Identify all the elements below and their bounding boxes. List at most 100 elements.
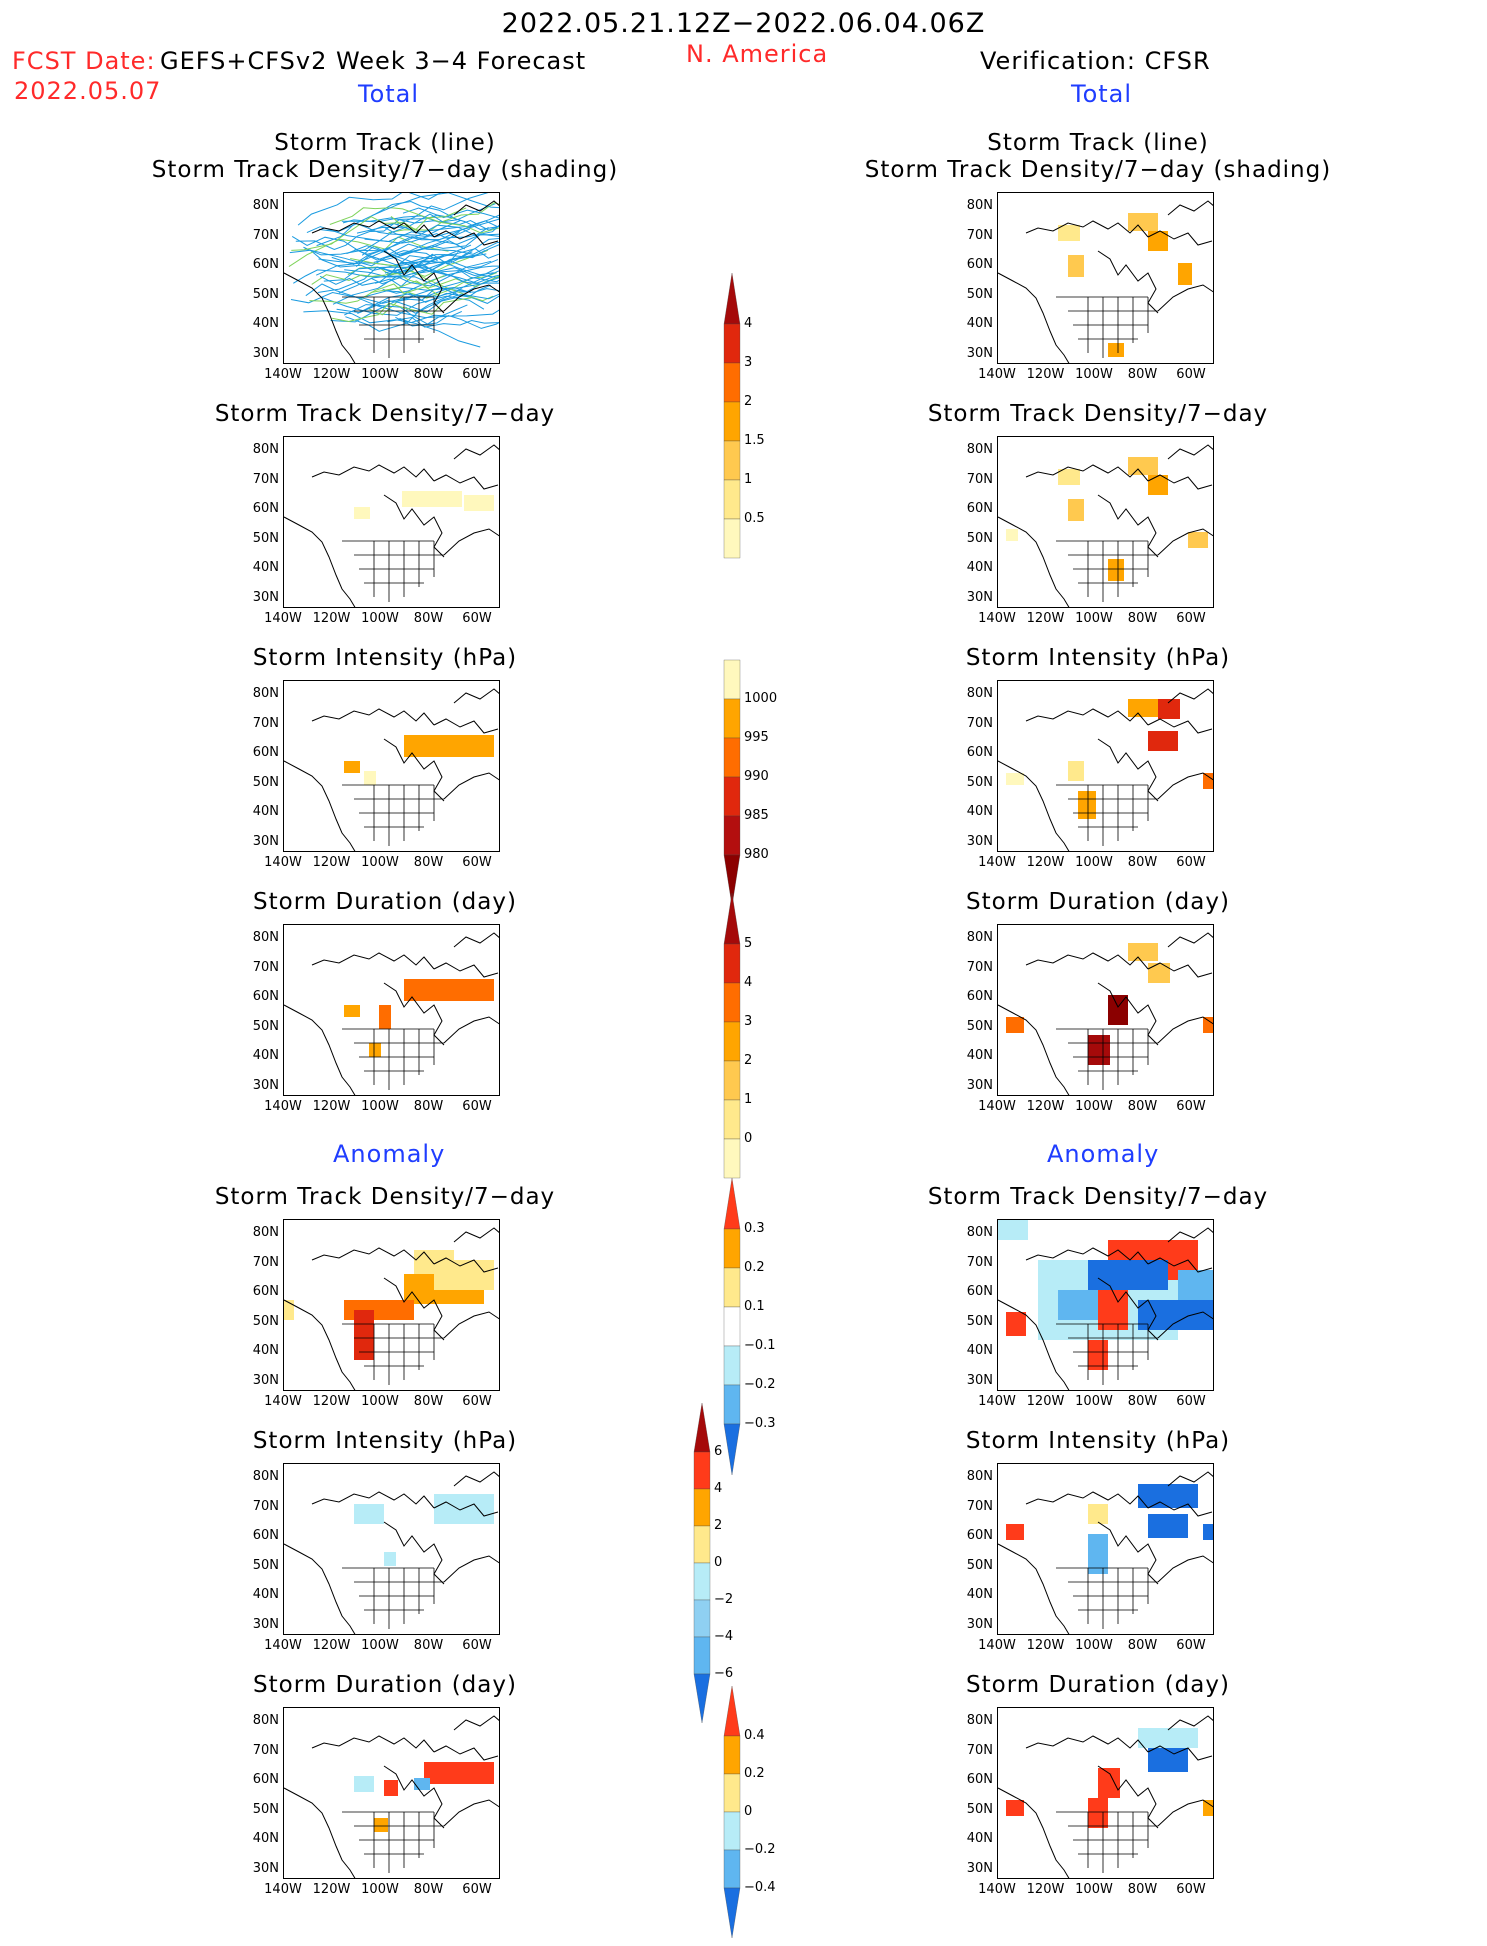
lat-tick-label: 60N [252, 1284, 279, 1299]
coastline [443, 1016, 499, 1044]
colorbar-swatch [723, 1811, 741, 1851]
coastline [443, 1555, 499, 1583]
shading-cell [404, 735, 494, 757]
colorbar-label: −0.3 [744, 1416, 776, 1431]
shading-cell [1128, 943, 1158, 961]
colorbar-label: 985 [744, 808, 769, 823]
colorbar-label: 6 [714, 1444, 723, 1459]
lon-tick-label: 120W [1026, 1394, 1065, 1409]
coastline [284, 272, 356, 363]
shading-cell [344, 761, 360, 773]
coastline [998, 1543, 1070, 1634]
coastline [443, 1311, 499, 1339]
storm-track-line [402, 207, 499, 219]
coastline [311, 1247, 435, 1265]
right-map-duration [997, 924, 1214, 1096]
storm-track-line [358, 233, 499, 252]
shading-cell [1178, 263, 1192, 285]
left-anomaly-heading: Anomaly [333, 1140, 446, 1168]
storm-track-line [355, 248, 499, 267]
colorbar-label: 0.4 [744, 1728, 765, 1743]
shading-cell [1148, 963, 1170, 983]
shading-cell [1203, 1017, 1213, 1033]
colorbar-swatch [723, 1685, 741, 1737]
coastline [383, 250, 445, 314]
storm-track-line [291, 235, 438, 262]
left-title-duration-anom: Storm Duration (day) [253, 1672, 517, 1698]
shading-cell [354, 1504, 384, 1524]
coastline [453, 1715, 499, 1731]
lat-tick-label: 50N [252, 1557, 279, 1573]
colorbar-label: −6 [714, 1666, 734, 1681]
lon-tick-label: 60W [1176, 1394, 1206, 1409]
coastline [1157, 284, 1213, 312]
lon-tick-label: 80W [413, 1099, 444, 1114]
storm-track-line [382, 265, 499, 294]
coastline [998, 516, 1070, 607]
colorbar-swatch [693, 1673, 711, 1724]
lon-tick-label: 100W [361, 1638, 399, 1653]
coastline [443, 1799, 499, 1827]
coastline [284, 760, 356, 851]
lon-tick-label: 120W [312, 1394, 351, 1409]
coastline [433, 230, 499, 246]
right-title-track-line: Storm Track (line) [987, 130, 1209, 156]
colorbar-swatch [723, 1228, 741, 1269]
coastline [311, 1735, 435, 1753]
lat-tick-label: 70N [252, 715, 279, 731]
storm-track-line [338, 253, 487, 294]
colorbar-label: 1 [744, 472, 753, 487]
right-title-intensity: Storm Intensity (hPa) [965, 645, 1231, 671]
date-range-title: 2022.05.21.12Z−2022.06.04.06Z [501, 8, 986, 39]
storm-track-line [388, 202, 499, 234]
lon-tick-label: 140W [264, 1099, 302, 1114]
lat-tick-label: 60N [966, 257, 993, 272]
colorbar-swatch [723, 1735, 741, 1775]
coastline [433, 1745, 499, 1761]
shading-cell [1006, 1017, 1024, 1033]
shading-cell [1078, 791, 1096, 819]
right-title-duration-anom: Storm Duration (day) [966, 1672, 1230, 1698]
lon-tick-label: 100W [361, 1882, 399, 1897]
colorbar-swatch [723, 1267, 741, 1308]
state-borders [1056, 296, 1158, 358]
lat-tick-label: 70N [252, 1498, 279, 1514]
coastline [1147, 962, 1213, 978]
storm-track-line [316, 200, 456, 247]
lat-tick-label: 80N [252, 1713, 279, 1728]
lon-tick-label: 140W [978, 611, 1016, 626]
shading-cell [1148, 475, 1168, 495]
shading-cell [1203, 1800, 1213, 1816]
colorbar-label: 1000 [744, 691, 778, 706]
colorbar-label: 3 [744, 1014, 753, 1029]
colorbar-label: −0.4 [744, 1880, 776, 1895]
lat-tick-label: 70N [252, 227, 279, 243]
lat-tick-label: 60N [252, 501, 279, 516]
lat-tick-label: 80N [966, 1225, 993, 1240]
right-title-density-anom: Storm Track Density/7−day [927, 1184, 1269, 1210]
coastline [1167, 1471, 1213, 1487]
lat-tick-label: 60N [252, 989, 279, 1004]
colorbar-label: 0.1 [744, 1299, 765, 1314]
shading-cell [354, 507, 370, 519]
colorbar-swatch [723, 737, 741, 778]
lat-tick-label: 40N [966, 560, 993, 575]
storm-track-line [332, 297, 472, 323]
lat-tick-label: 50N [966, 286, 993, 302]
lon-tick-label: 100W [361, 855, 399, 870]
colorbar-swatch [723, 1773, 741, 1813]
colorbar-swatch [723, 272, 741, 325]
coastline [311, 220, 435, 238]
colorbar-swatch [723, 854, 741, 907]
lon-tick-label: 80W [413, 611, 444, 626]
shading-cell [1006, 1524, 1024, 1540]
storm-track-line [306, 226, 471, 244]
lon-tick-label: 100W [1075, 1638, 1113, 1653]
region-label: N. America [686, 40, 829, 68]
colorbar-label: −2 [714, 1592, 734, 1607]
shading-cell [434, 1494, 494, 1524]
shading-cell [354, 1776, 374, 1792]
lon-tick-label: 140W [264, 611, 302, 626]
lon-tick-label: 60W [1176, 367, 1206, 382]
coastline [453, 444, 499, 460]
